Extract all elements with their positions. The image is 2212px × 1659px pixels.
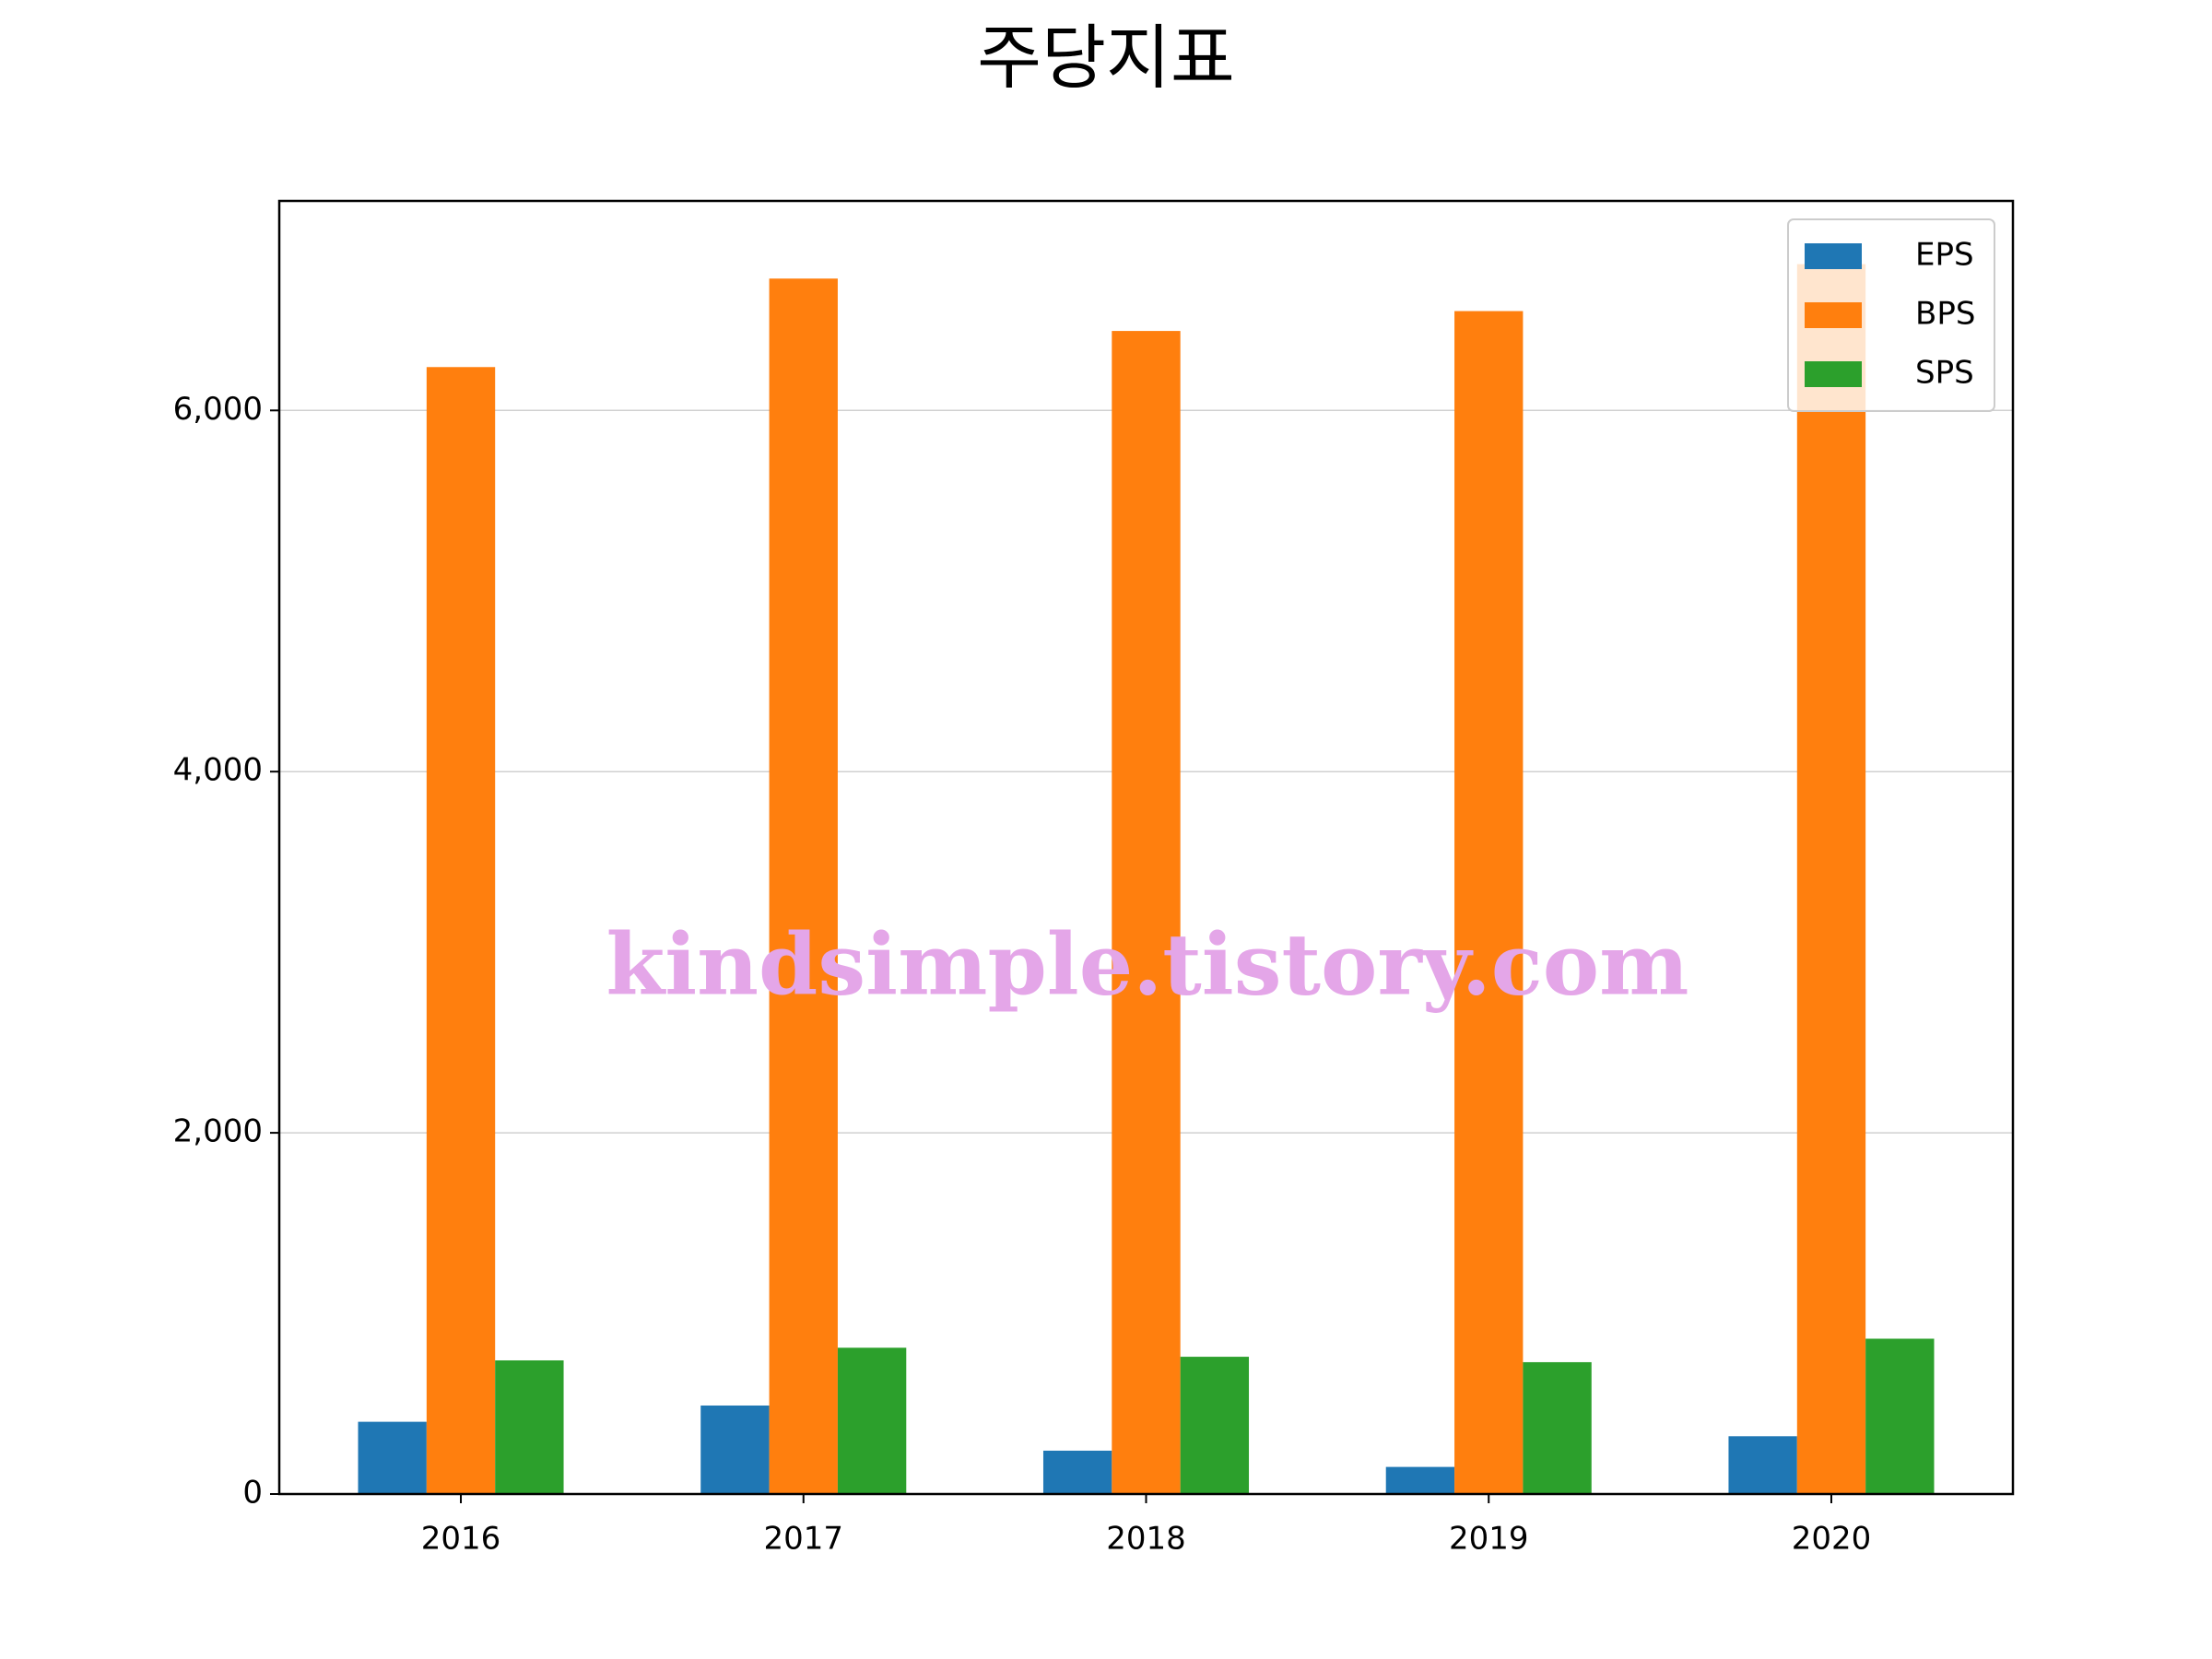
- x-tick-label: 2020: [1792, 1521, 1872, 1558]
- bar: [1728, 1436, 1797, 1494]
- x-tick-label: 2018: [1106, 1521, 1186, 1558]
- bar: [1865, 1338, 1935, 1494]
- legend-swatch: [1805, 361, 1862, 387]
- bar: [700, 1405, 770, 1494]
- bar: [1796, 264, 1866, 1494]
- y-tick-label: 6,000: [173, 391, 263, 428]
- bar: [1454, 311, 1524, 1495]
- bar: [1385, 1466, 1455, 1494]
- plot-frame: [277, 199, 2015, 1496]
- legend: EPS BPS SPS: [1787, 218, 1995, 412]
- bar: [358, 1421, 427, 1494]
- legend-label: EPS: [1915, 237, 1974, 274]
- legend-swatch: [1805, 243, 1862, 269]
- y-tick-label: 4,000: [173, 752, 263, 789]
- x-tick-label: 2019: [1449, 1521, 1529, 1558]
- y-tick-label: 0: [242, 1475, 263, 1512]
- bar: [837, 1347, 907, 1494]
- chart-title: 주당지표: [977, 17, 1235, 99]
- bar: [769, 278, 838, 1494]
- legend-label: BPS: [1915, 296, 1975, 333]
- x-tick-label: 2016: [421, 1521, 501, 1558]
- y-tick-label: 2,000: [173, 1113, 263, 1150]
- legend-swatch: [1805, 302, 1862, 328]
- bar: [495, 1359, 564, 1494]
- x-tick-label: 2017: [763, 1521, 843, 1558]
- bar: [1523, 1361, 1592, 1494]
- legend-label: SPS: [1915, 355, 1974, 392]
- bar: [1112, 331, 1181, 1495]
- bar: [1180, 1357, 1250, 1494]
- bar: [426, 367, 496, 1495]
- bar: [1042, 1450, 1112, 1494]
- watermark: kindsimple.tistory.com: [606, 915, 1688, 1015]
